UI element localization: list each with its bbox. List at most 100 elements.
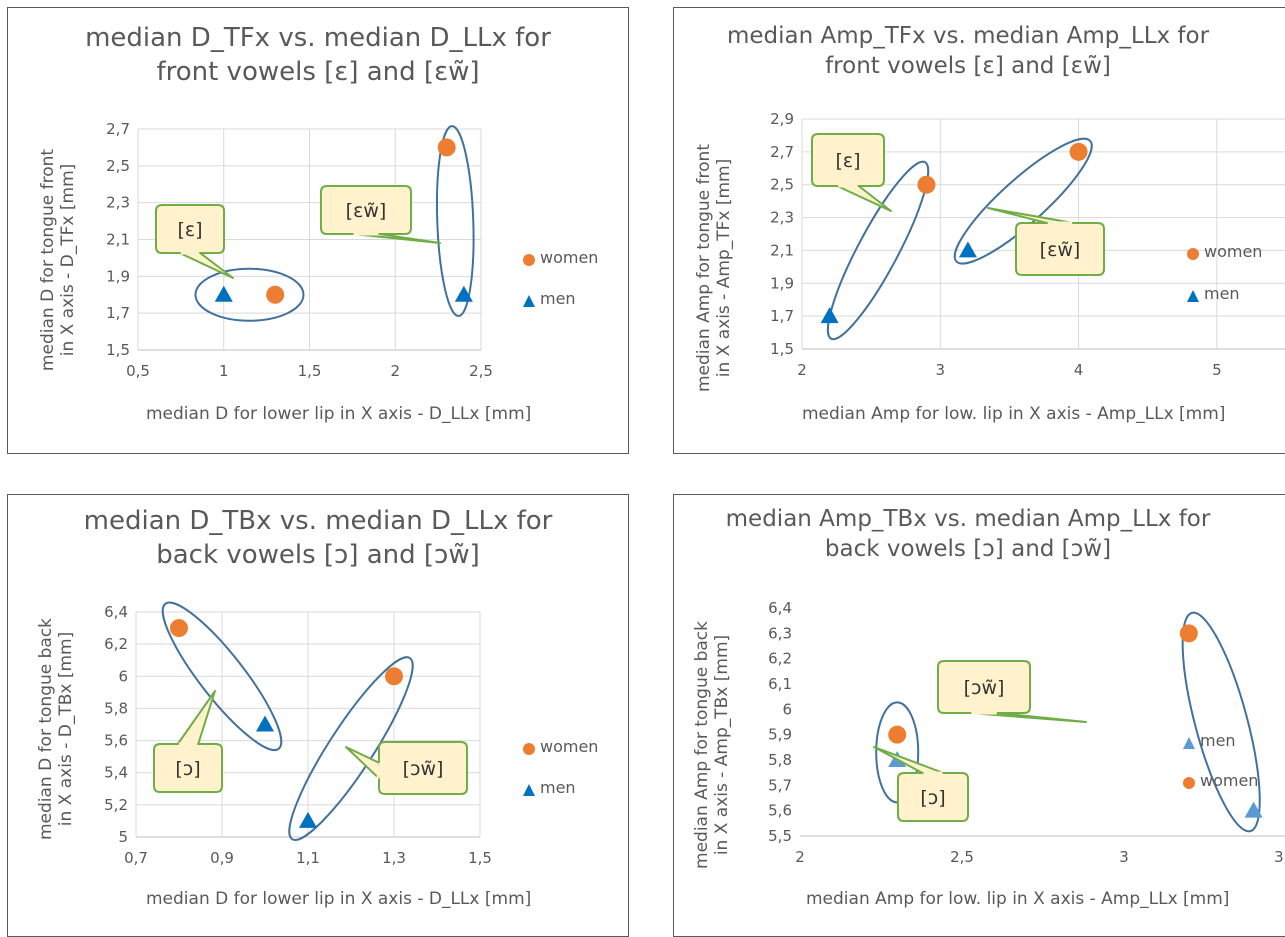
legend-label: women bbox=[1200, 771, 1259, 790]
y-axis-label: median D for tongue front in X axis - D_… bbox=[38, 120, 79, 400]
y-tick-label: 6,2 bbox=[104, 635, 128, 653]
callout-pointer bbox=[176, 690, 216, 745]
grouping-ellipse bbox=[1181, 611, 1261, 833]
chart-title-line-1: median Amp_TFx vs. median Amp_LLx for bbox=[726, 23, 1210, 49]
data-point-women bbox=[888, 725, 907, 744]
x-tick-label: 3 bbox=[1119, 848, 1129, 866]
x-axis-label: median Amp for low. lip in X axis - Amp_… bbox=[802, 404, 1226, 424]
chart-plot-area: 1,5 1,7 1,9 2,1 2,3 2,5 2,7 2,9 2 3 4 5 [ɛ] [ɛw̃] bbox=[770, 110, 1285, 379]
y-tick-label: 2,9 bbox=[770, 110, 794, 128]
y-tick-label: 1,9 bbox=[770, 274, 794, 292]
y-tick-label: 6,3 bbox=[768, 624, 792, 642]
data-point-women bbox=[1179, 624, 1198, 643]
y-tick-label: 6,2 bbox=[768, 650, 792, 668]
chart-title-line-2: back vowels [ɔ] and [ɔw̃] bbox=[156, 539, 480, 570]
x-tick-label: 3,5 bbox=[1274, 848, 1285, 866]
y-axis-label-line-1: median D for tongue back bbox=[36, 617, 56, 841]
x-tick-label: 2 bbox=[795, 848, 805, 866]
y-tick-label: 5,6 bbox=[104, 732, 128, 750]
y-tick-label: 1,9 bbox=[106, 267, 130, 285]
chart-title: median D_TFx vs. median D_LLx for front … bbox=[8, 22, 628, 90]
y-axis-label-line-2: in X axis - Amp_TBx [mm] bbox=[712, 634, 733, 856]
y-tick-label: 5,5 bbox=[768, 827, 792, 845]
chart-title: median Amp_TBx vs. median Amp_LLx for ba… bbox=[674, 505, 1285, 565]
chart-panel-3: median D_TBx vs. median D_LLx for back v… bbox=[7, 494, 629, 937]
callout-pointer bbox=[873, 746, 945, 774]
legend-label: women bbox=[540, 737, 599, 756]
x-tick-label: 2,5 bbox=[469, 362, 493, 380]
y-tick-label: 5,2 bbox=[104, 796, 128, 814]
grouping-ellipse bbox=[435, 125, 475, 318]
callout-label: [ɔ] bbox=[175, 758, 200, 780]
y-tick-label: 1,5 bbox=[770, 340, 794, 358]
chart-title-line-1: median Amp_TBx vs. median Amp_LLx for bbox=[725, 506, 1211, 532]
legend: men women bbox=[1182, 731, 1258, 791]
y-tick-label: 2,5 bbox=[770, 176, 794, 194]
y-axis-label-line-2: in X axis - D_TFx [mm] bbox=[58, 163, 79, 357]
callout-box bbox=[937, 660, 1031, 714]
y-axis-label-line-1: median Amp for tongue front bbox=[694, 144, 714, 393]
data-point-men bbox=[299, 811, 317, 828]
y-tick-label: 2,1 bbox=[106, 231, 130, 249]
chart-title: median Amp_TFx vs. median Amp_LLx for fr… bbox=[674, 22, 1285, 82]
x-tick-label: 4 bbox=[1074, 361, 1084, 379]
y-tick-label: 2,7 bbox=[770, 143, 794, 161]
legend-item-men: men bbox=[522, 778, 598, 798]
y-tick-label: 5,9 bbox=[768, 726, 792, 744]
y-tick-label: 6,1 bbox=[768, 675, 792, 693]
y-tick-label: 5,4 bbox=[104, 764, 128, 782]
data-point-men bbox=[820, 307, 839, 324]
legend-marker-circle bbox=[1186, 246, 1200, 260]
legend-item-women: women bbox=[522, 737, 598, 757]
y-tick-label: 2,1 bbox=[770, 241, 794, 259]
y-tick-label: 6,4 bbox=[768, 599, 792, 617]
callout-seam bbox=[376, 762, 382, 779]
data-point-women bbox=[266, 285, 285, 304]
y-axis-label: median D for tongue back in X axis - D_T… bbox=[36, 579, 77, 879]
callout-label: [ɔw̃] bbox=[964, 677, 1005, 699]
x-tick-label: 0,7 bbox=[124, 849, 148, 867]
y-tick-label: 1,7 bbox=[770, 307, 794, 325]
x-tick-label: 3 bbox=[936, 361, 946, 379]
callout-box bbox=[811, 133, 885, 187]
legend-label: men bbox=[540, 778, 576, 797]
y-axis-label-line-1: median Amp for tongue back bbox=[692, 621, 712, 869]
chart-title-line-2: front vowels [ɛ] and [ɛw̃] bbox=[825, 52, 1111, 79]
data-point-men bbox=[1244, 801, 1263, 818]
chart-title-line-1: median D_TBx vs. median D_LLx for bbox=[83, 506, 553, 536]
legend: women men bbox=[522, 737, 598, 798]
callout-label: [ɛ] bbox=[177, 219, 202, 241]
y-tick-label: 1,5 bbox=[106, 341, 130, 359]
callout-pointer bbox=[987, 207, 1075, 224]
grouping-ellipse bbox=[161, 601, 283, 752]
callout-pointer bbox=[836, 185, 892, 212]
legend-marker-triangle bbox=[1186, 288, 1200, 302]
callout-box bbox=[897, 772, 969, 822]
legend-item-women: women bbox=[1186, 242, 1262, 262]
x-tick-label: 2 bbox=[390, 362, 400, 380]
legend-label: men bbox=[1204, 284, 1240, 303]
chart-plot-area: 1,5 1,7 1,9 2,1 2,3 2,5 2,7 0,5 1 1,5 2 2,5 [ɛ] [ɛw̃] bbox=[106, 120, 493, 380]
data-point-men bbox=[958, 241, 977, 258]
data-point-men bbox=[454, 285, 473, 302]
legend-item-men: men bbox=[1186, 284, 1262, 304]
legend-item-men: men bbox=[1182, 731, 1258, 751]
y-axis-label: median Amp for tongue back in X axis - A… bbox=[692, 595, 733, 895]
y-tick-label: 6 bbox=[782, 700, 792, 718]
callout-box bbox=[378, 741, 468, 795]
callout-label: [ɛw̃] bbox=[346, 200, 387, 222]
callout-box bbox=[153, 743, 223, 793]
data-point-women bbox=[917, 175, 936, 194]
data-point-women bbox=[437, 138, 456, 157]
grouping-ellipse bbox=[194, 267, 305, 322]
legend-label: men bbox=[540, 289, 576, 308]
x-tick-label: 1,5 bbox=[298, 362, 322, 380]
chart-panel-4: median Amp_TBx vs. median Amp_LLx for ba… bbox=[673, 494, 1285, 937]
callout-box bbox=[320, 185, 412, 235]
y-tick-label: 6,4 bbox=[104, 603, 128, 621]
x-tick-label: 5 bbox=[1212, 361, 1222, 379]
callout-box bbox=[1015, 222, 1105, 276]
x-tick-label: 1,1 bbox=[296, 849, 320, 867]
data-point-women bbox=[1069, 142, 1088, 161]
legend-marker-circle bbox=[1182, 775, 1196, 789]
